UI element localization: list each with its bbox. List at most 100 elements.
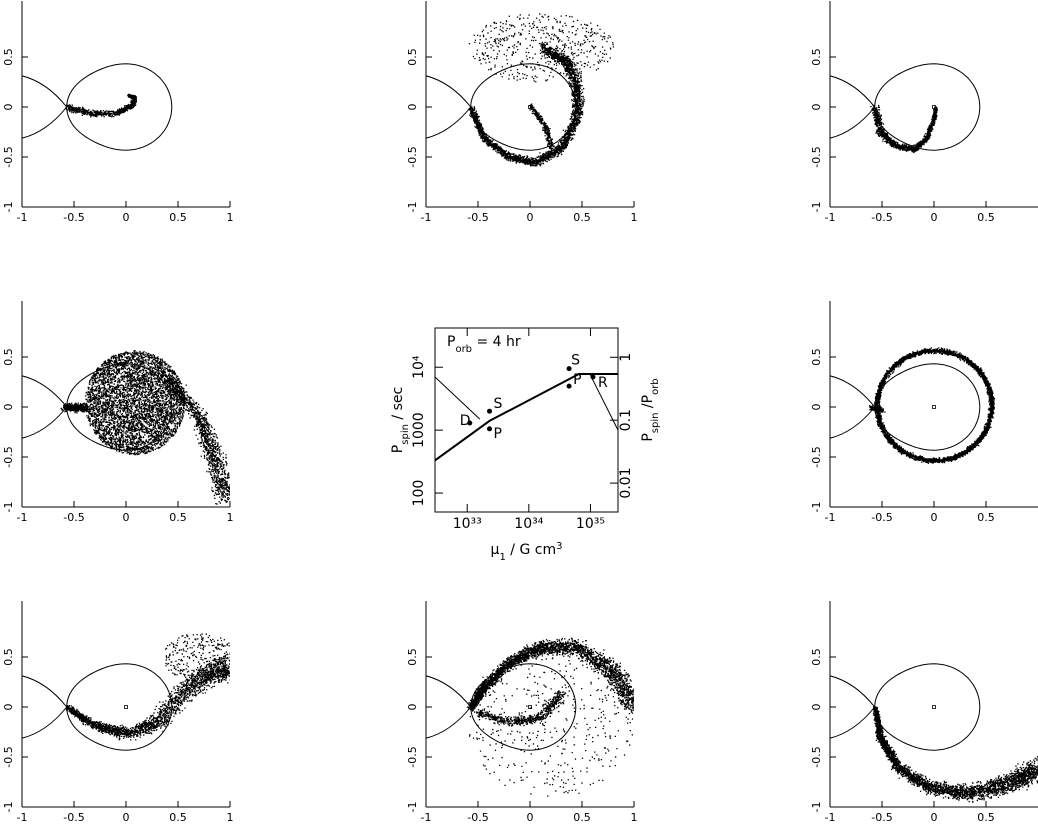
line: [589, 374, 618, 431]
point: [590, 374, 596, 380]
particle-panel: -1 -0.5 0 0.5 1 -1 -0.5 0 0.5: [2, 601, 234, 824]
particle-cloud: [468, 13, 615, 167]
particle-panel: -1 -0.5 0 0.5 1 -1 -0.5 0 0.5: [2, 1, 234, 224]
y2-axis-label: Pspin /Porb: [640, 378, 661, 441]
particle-panel: -1 -0.5 0 0.5 1 -1 -0.5 0 0.5: [406, 1, 638, 224]
x-tick-label: -1: [421, 811, 432, 824]
x-tick-label: 10³⁵: [576, 516, 605, 532]
particle-cloud: [870, 104, 938, 154]
plot-area: [426, 13, 615, 167]
y-tick-label: -0.5: [406, 146, 419, 167]
accretor: [124, 105, 128, 109]
y-tick-label: 0.5: [810, 648, 823, 666]
y-tick-label: 0: [2, 704, 15, 711]
plot-area: [22, 63, 173, 151]
plot-area: [830, 63, 981, 154]
accretor: [124, 405, 128, 409]
point-label: D: [460, 413, 471, 429]
x-tick-label: 0.5: [169, 211, 187, 224]
x-tick-label: -0.5: [467, 211, 488, 224]
y2-tick-label: 1: [618, 353, 634, 362]
x-tick-label: -1: [17, 511, 28, 524]
y-tick-label: 10⁴: [411, 355, 427, 379]
x-axis-label-part: / G cm: [506, 542, 556, 558]
x-tick-label: 0: [527, 211, 534, 224]
line: [435, 373, 618, 462]
x-tick-label: -1: [825, 811, 836, 824]
y2-tick-label: 0.1: [618, 409, 634, 431]
x-tick-label: -0.5: [63, 211, 84, 224]
annotation-part: P: [447, 334, 455, 350]
accretor: [528, 105, 532, 109]
y-tick-label: 100: [411, 480, 427, 507]
accretor: [528, 705, 532, 709]
point: [487, 426, 493, 432]
x-axis-label-part: 3: [556, 541, 562, 552]
y-axis-label-part: P: [390, 445, 406, 453]
x-tick-label: 0: [123, 811, 130, 824]
x-tick-label: -1: [17, 211, 28, 224]
donor-lobe: [22, 75, 68, 139]
x-tick-label: 0.5: [573, 211, 591, 224]
particle-panel: -1 -0.5 0 0.5 -1 -0.5 0 0.5: [810, 301, 1038, 524]
donor-lobe: [830, 675, 876, 739]
x-tick-label: 1: [227, 211, 234, 224]
donor-lobe: [830, 75, 876, 139]
particle-cloud: [873, 706, 1038, 803]
y-tick-label: -0.5: [406, 746, 419, 767]
y-tick-label: 0: [810, 404, 823, 411]
point-label: P: [573, 372, 581, 388]
x-tick-label: 1: [631, 811, 638, 824]
point-label: R: [598, 375, 608, 391]
donor-lobe: [22, 675, 68, 739]
x-tick-label: -1: [421, 211, 432, 224]
x-tick-label: 0.5: [169, 811, 187, 824]
x-tick-label: 1: [227, 511, 234, 524]
y-tick-label: 0: [2, 104, 15, 111]
x-axis-label-part: μ: [491, 542, 500, 558]
plot-area: [22, 633, 230, 751]
y2-axis-label-part: /P: [640, 395, 656, 413]
x-tick-label: 0: [931, 811, 938, 824]
particle-cloud: [466, 637, 634, 797]
x-tick-label: -1: [825, 211, 836, 224]
accretor: [932, 405, 936, 409]
x-tick-label: -0.5: [871, 211, 892, 224]
x-tick-label: 0: [931, 511, 938, 524]
y-axis-label-part: spin: [400, 424, 411, 445]
y-tick-label: 0.5: [810, 348, 823, 366]
y-tick-label: -1: [810, 802, 823, 813]
y-tick-label: -1: [2, 802, 15, 813]
point-label: S: [571, 353, 580, 369]
y-tick-label: 0: [406, 704, 419, 711]
y-tick-label: -0.5: [810, 746, 823, 767]
y-tick-label: 0.5: [2, 48, 15, 66]
x-tick-label: -0.5: [871, 811, 892, 824]
x-tick-label: -0.5: [467, 811, 488, 824]
donor-lobe: [426, 75, 472, 139]
y-tick-label: 0: [406, 104, 419, 111]
y-tick-label: 0.5: [2, 648, 15, 666]
x-tick-label: 0: [527, 811, 534, 824]
y-tick-label: 0: [2, 404, 15, 411]
point: [566, 383, 572, 389]
y-tick-label: -1: [2, 502, 15, 513]
x-tick-label: 10³⁴: [514, 516, 543, 532]
y-tick-label: 0: [810, 104, 823, 111]
particle-cloud: [64, 93, 137, 118]
x-tick-label: 1: [631, 211, 638, 224]
x-tick-label: 0.5: [573, 811, 591, 824]
particle-panel: -1 -0.5 0 0.5 1 -1 -0.5 0 0.5: [406, 601, 638, 824]
plot-area: [830, 663, 1038, 803]
point-label: S: [494, 396, 503, 412]
x-axis-label: μ1 / G cm3: [491, 541, 563, 563]
x-axis-label-part: 1: [499, 552, 505, 563]
x-tick-label: 0: [931, 211, 938, 224]
y2-tick-label: 0.01: [618, 467, 634, 498]
x-tick-label: -1: [825, 511, 836, 524]
y-tick-label: -0.5: [810, 146, 823, 167]
y-tick-label: -1: [810, 202, 823, 213]
x-tick-label: -0.5: [63, 511, 84, 524]
